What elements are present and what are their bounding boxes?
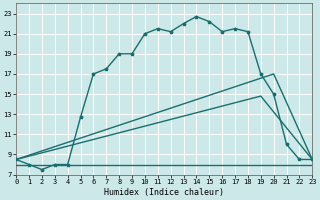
X-axis label: Humidex (Indice chaleur): Humidex (Indice chaleur) <box>104 188 224 197</box>
